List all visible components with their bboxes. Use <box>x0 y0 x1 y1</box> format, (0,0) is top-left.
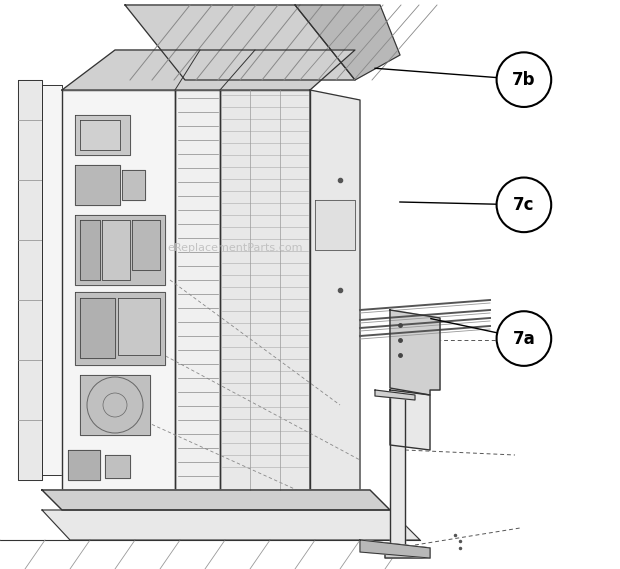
Polygon shape <box>18 80 42 480</box>
Polygon shape <box>80 120 120 150</box>
Polygon shape <box>62 90 175 490</box>
Circle shape <box>497 311 551 366</box>
Polygon shape <box>68 450 100 480</box>
Polygon shape <box>75 165 120 205</box>
Text: 7a: 7a <box>513 329 535 348</box>
Polygon shape <box>80 375 150 435</box>
Polygon shape <box>360 540 430 558</box>
Polygon shape <box>390 310 440 395</box>
Polygon shape <box>118 298 160 355</box>
Polygon shape <box>295 5 400 80</box>
Polygon shape <box>80 298 115 358</box>
Polygon shape <box>75 215 165 285</box>
Polygon shape <box>75 292 165 365</box>
Text: 7c: 7c <box>513 196 534 214</box>
Polygon shape <box>102 220 130 280</box>
Polygon shape <box>125 5 355 80</box>
Polygon shape <box>315 200 355 250</box>
Polygon shape <box>42 510 420 540</box>
Polygon shape <box>390 395 405 545</box>
Polygon shape <box>132 220 160 270</box>
Polygon shape <box>75 115 130 155</box>
Polygon shape <box>122 170 145 200</box>
Polygon shape <box>310 90 360 490</box>
Polygon shape <box>105 455 130 478</box>
Polygon shape <box>80 220 100 280</box>
Polygon shape <box>220 90 310 490</box>
Polygon shape <box>360 540 430 558</box>
Text: 7b: 7b <box>512 71 536 89</box>
Polygon shape <box>390 390 430 450</box>
Circle shape <box>497 178 551 232</box>
Polygon shape <box>375 390 415 400</box>
Polygon shape <box>42 490 390 510</box>
Polygon shape <box>175 90 220 490</box>
Text: eReplacementParts.com: eReplacementParts.com <box>168 242 303 253</box>
Polygon shape <box>42 85 62 475</box>
Circle shape <box>497 52 551 107</box>
Polygon shape <box>62 50 355 90</box>
